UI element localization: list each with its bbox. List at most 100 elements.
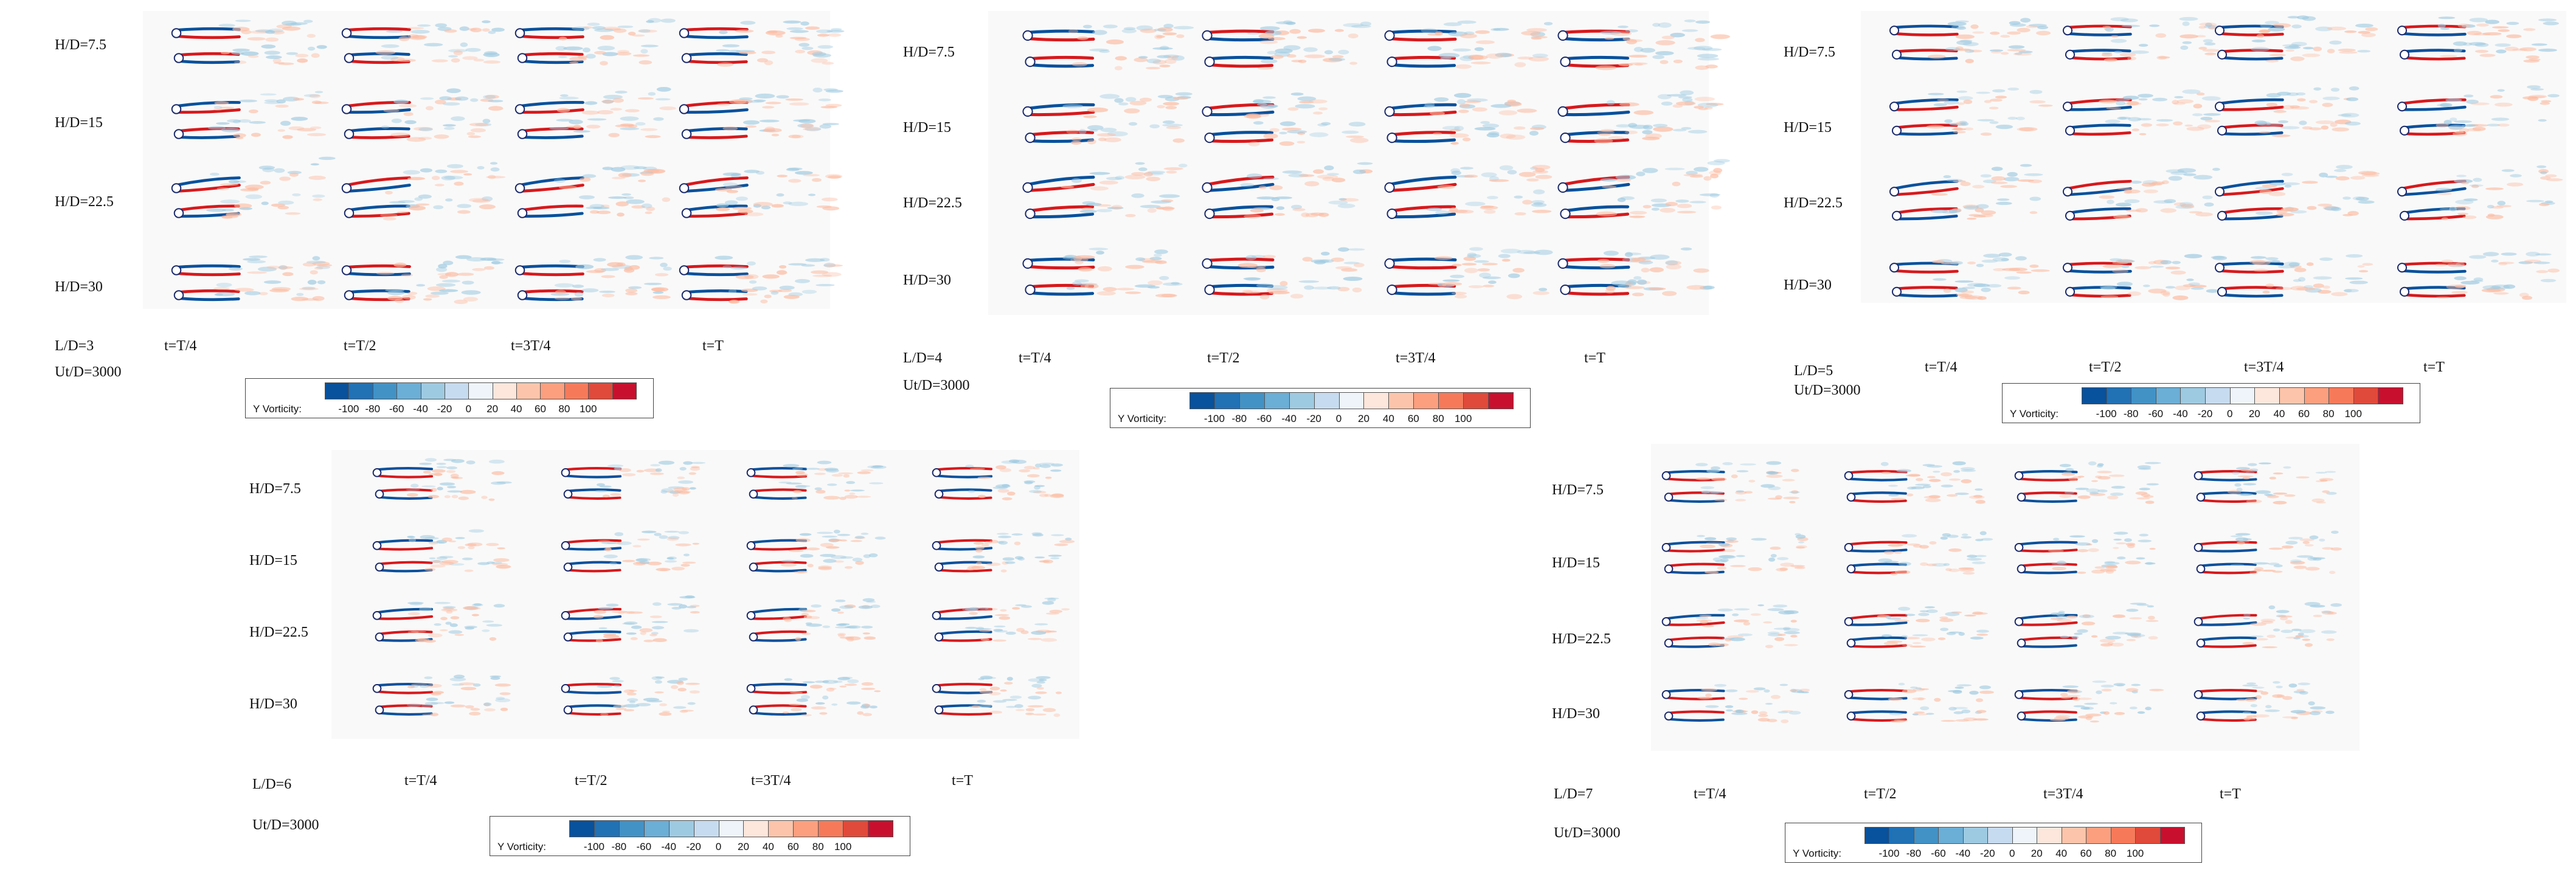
positive-vortex-blob	[1790, 565, 1806, 567]
positive-vortex-blob	[1292, 208, 1306, 212]
negative-vortex-blob	[2138, 98, 2148, 101]
positive-vortex-blob	[1713, 168, 1723, 173]
positive-vortex-blob	[1955, 46, 1964, 50]
negative-vortex-blob	[1157, 95, 1173, 99]
negative-vortex-blob	[689, 487, 696, 490]
cylinder-marker	[1846, 564, 1856, 573]
negative-vortex-blob	[303, 19, 313, 23]
positive-vortex-blob	[1103, 287, 1117, 292]
positive-vortex-blob	[2196, 92, 2205, 96]
negative-vortex-blob	[1725, 705, 1734, 708]
positive-vortex-blob	[1618, 63, 1633, 66]
negative-vortex-blob	[2280, 629, 2293, 634]
positive-vortex-blob	[500, 707, 508, 711]
positive-vortex-blob	[1084, 283, 1099, 289]
positive-vortex-blob	[745, 125, 757, 128]
negative-vortex-blob	[2242, 538, 2252, 541]
negative-vortex-blob	[1638, 260, 1653, 264]
cylinder-marker	[2214, 26, 2225, 36]
positive-vortex-blob	[1967, 217, 1977, 220]
positive-vortex-blob	[234, 288, 254, 292]
positive-vortex-blob	[2106, 107, 2122, 109]
positive-vortex-blob	[677, 688, 687, 692]
negative-vortex-blob	[2463, 94, 2474, 98]
shear-layer	[2068, 123, 2131, 130]
negative-vortex-blob	[435, 23, 448, 28]
positive-vortex-blob	[1632, 292, 1644, 297]
positive-vortex-blob	[2335, 176, 2350, 181]
negative-vortex-blob	[1731, 712, 1748, 715]
shear-layer	[1205, 36, 1275, 42]
positive-vortex-blob	[2173, 102, 2186, 105]
positive-vortex-blob	[467, 28, 477, 31]
negative-vortex-blob	[2259, 462, 2271, 465]
negative-vortex-blob	[2331, 530, 2339, 534]
positive-vortex-blob	[973, 542, 984, 545]
negative-vortex-blob	[2138, 539, 2152, 542]
spacing-ratio-label: L/D=5	[1794, 363, 1833, 379]
negative-vortex-blob	[1050, 557, 1060, 559]
negative-vortex-blob	[1919, 610, 1929, 612]
positive-vortex-blob	[2334, 119, 2352, 125]
negative-vortex-blob	[1531, 199, 1545, 204]
positive-vortex-blob	[1973, 718, 1989, 721]
positive-vortex-blob	[1759, 711, 1768, 715]
positive-vortex-blob	[1883, 550, 1894, 555]
positive-vortex-blob	[837, 611, 844, 614]
negative-vortex-blob	[482, 629, 490, 632]
shear-layer	[566, 704, 621, 708]
negative-vortex-blob	[823, 559, 837, 563]
positive-vortex-blob	[1968, 49, 1982, 53]
negative-vortex-blob	[1459, 55, 1474, 61]
negative-vortex-blob	[1992, 89, 2006, 93]
negative-vortex-blob	[451, 458, 465, 463]
positive-vortex-blob	[800, 123, 814, 129]
positive-vortex-blob	[2297, 98, 2306, 102]
cylinder-marker	[517, 129, 528, 139]
positive-vortex-blob	[1470, 55, 1488, 60]
shear-layer	[2400, 105, 2467, 111]
negative-vortex-blob	[2280, 182, 2301, 185]
positive-vortex-blob	[2282, 105, 2294, 110]
positive-vortex-blob	[483, 60, 501, 64]
negative-vortex-blob	[292, 193, 301, 196]
shear-layer	[1849, 644, 1907, 648]
cylinder-marker	[2014, 543, 2024, 552]
positive-vortex-blob	[425, 106, 434, 111]
negative-vortex-blob	[795, 485, 807, 489]
positive-vortex-blob	[1916, 478, 1923, 482]
positive-vortex-blob	[2485, 187, 2504, 190]
negative-vortex-blob	[805, 258, 825, 262]
negative-vortex-blob	[805, 126, 822, 131]
positive-vortex-blob	[1968, 213, 1981, 217]
negative-vortex-blob	[2075, 488, 2089, 490]
negative-vortex-blob	[2448, 264, 2465, 268]
negative-vortex-blob	[1005, 705, 1017, 708]
negative-vortex-blob	[815, 680, 825, 683]
positive-vortex-blob	[1349, 137, 1369, 143]
positive-vortex-blob	[1290, 294, 1304, 299]
negative-vortex-blob	[2355, 23, 2373, 28]
negative-vortex-blob	[1942, 211, 1954, 214]
positive-vortex-blob	[407, 177, 425, 181]
row-label-hd: H/D=30	[249, 696, 297, 712]
cylinder-marker	[1560, 285, 1571, 296]
positive-vortex-blob	[1643, 205, 1652, 209]
positive-vortex-blob	[1774, 637, 1785, 641]
positive-vortex-blob	[401, 273, 414, 277]
shear-layer	[685, 134, 748, 139]
negative-vortex-blob	[2297, 682, 2311, 686]
positive-vortex-blob	[822, 272, 842, 277]
positive-vortex-blob	[2186, 126, 2204, 131]
negative-vortex-blob	[296, 292, 304, 296]
positive-vortex-blob	[838, 472, 854, 475]
positive-vortex-blob	[1036, 686, 1044, 690]
positive-vortex-blob	[2135, 266, 2152, 269]
positive-vortex-blob	[488, 498, 495, 501]
positive-vortex-blob	[1973, 494, 1982, 498]
positive-vortex-blob	[1039, 493, 1048, 497]
positive-vortex-blob	[451, 476, 459, 479]
negative-vortex-blob	[2284, 184, 2292, 188]
positive-vortex-blob	[2148, 261, 2156, 264]
negative-vortex-blob	[819, 124, 832, 129]
